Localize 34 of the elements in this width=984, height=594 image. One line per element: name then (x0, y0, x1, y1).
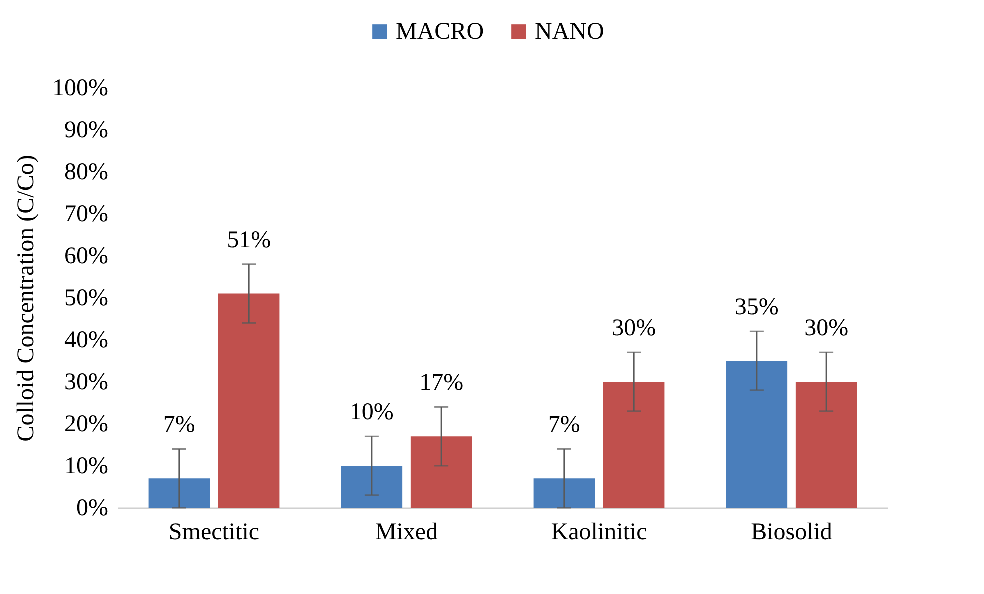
y-tick-label: 100% (52, 76, 108, 102)
bar (341, 466, 403, 508)
x-tick-label: Smectitic (168, 520, 260, 546)
y-tick-label: 80% (64, 160, 108, 186)
y-tick-label: 40% (64, 328, 108, 354)
y-tick-label: 50% (64, 286, 108, 312)
y-axis-title: Colloid Concentration (C/Co) (14, 155, 40, 442)
y-tick-label: 30% (64, 370, 108, 396)
data-label: 7% (163, 412, 196, 438)
bar (410, 436, 472, 508)
data-label: 51% (227, 227, 272, 254)
y-tick-label: 70% (64, 202, 108, 228)
legend-label: NANO (535, 19, 604, 45)
y-tick-label: 60% (64, 244, 108, 270)
y-tick-label: 20% (64, 412, 108, 438)
bar (148, 478, 210, 508)
x-tick-label: Mixed (375, 520, 438, 546)
x-tick-label: Kaolinitic (551, 520, 648, 546)
bar (726, 361, 788, 508)
data-label: 7% (548, 412, 580, 438)
data-label: 30% (612, 316, 656, 342)
x-tick-label: Biosolid (751, 520, 832, 546)
bar (218, 294, 280, 508)
y-tick-label: 90% (64, 118, 108, 144)
bar (603, 382, 665, 508)
y-tick-label: 0% (76, 496, 108, 522)
data-label: 10% (350, 400, 394, 426)
legend-label: MACRO (396, 19, 484, 45)
bar (534, 478, 596, 508)
data-label: 35% (734, 294, 779, 321)
data-label: 17% (420, 370, 464, 396)
bar (796, 382, 858, 508)
y-tick-label: 10% (64, 454, 108, 480)
data-label: 30% (804, 316, 849, 342)
